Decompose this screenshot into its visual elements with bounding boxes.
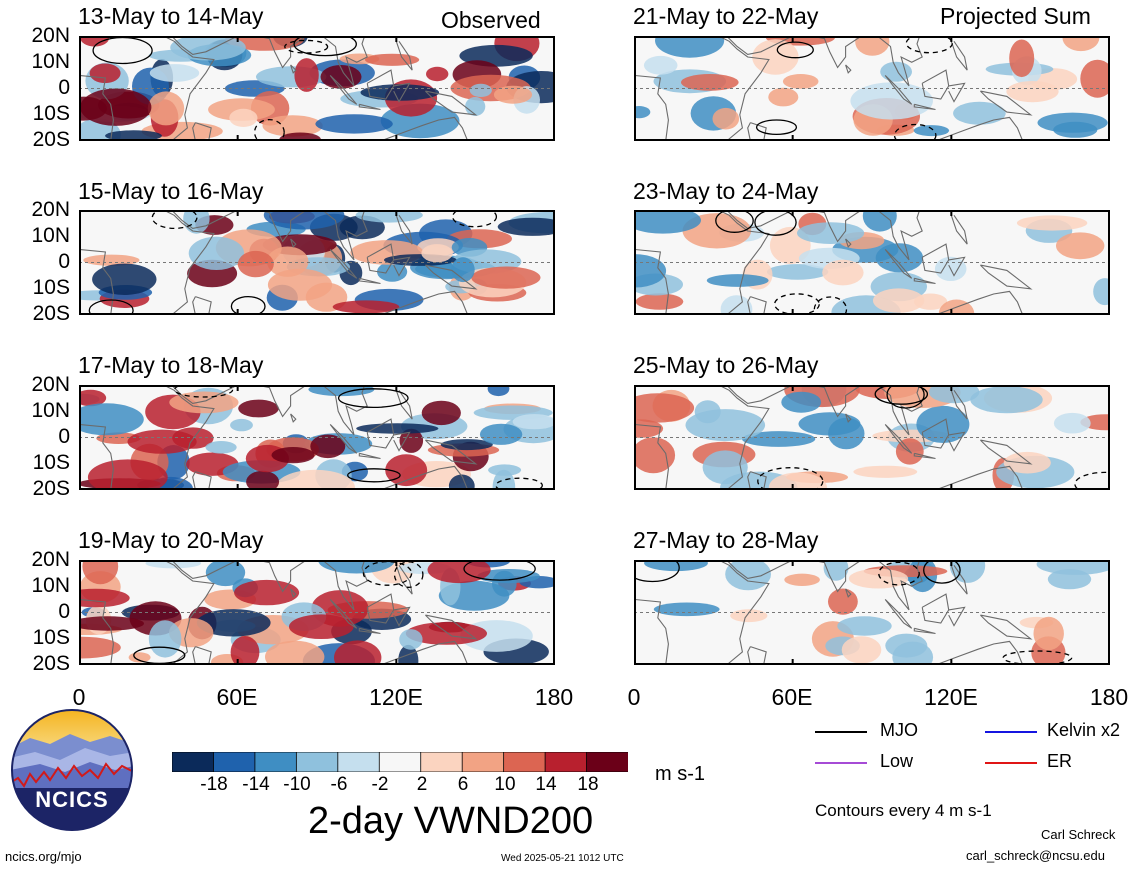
colorbar-segment: [254, 752, 298, 772]
colorbar-segment: [337, 752, 381, 772]
lat-label: 10S: [32, 102, 70, 125]
logo-text: NCICS: [35, 787, 109, 812]
colorbar-tick: 10: [494, 774, 516, 795]
legend-swatch-er: [985, 762, 1037, 764]
lat-label: 10S: [32, 276, 70, 299]
lat-label: 20S: [32, 477, 70, 500]
legend-swatch-low: [815, 762, 867, 764]
lon-label: 0: [627, 684, 641, 710]
lat-label: 20S: [32, 302, 70, 325]
lon-label: 120E: [369, 684, 423, 710]
panel-title-left-1: 15-May to 16-May: [78, 178, 264, 204]
lat-label: 10N: [31, 574, 70, 597]
lat-label: 20N: [31, 24, 70, 47]
contours-note: Contours every 4 m s-1: [815, 801, 992, 820]
panel-title-right-3: 27-May to 28-May: [633, 527, 819, 553]
lon-label: 180: [1089, 684, 1129, 710]
lon-label: 60E: [216, 684, 258, 710]
map-panel-right-1: [634, 210, 1110, 315]
colorbar-tick: 6: [457, 774, 469, 795]
map-panel-left-0: [79, 36, 555, 141]
map-panel-right-3: [634, 560, 1110, 665]
lon-label: 180: [534, 684, 574, 710]
source-url[interactable]: ncics.org/mjo: [5, 849, 82, 864]
ncics-logo: [11, 709, 133, 831]
legend-swatch-mjo: [815, 731, 867, 733]
colorbar-segment: [586, 752, 628, 772]
legend-label-er: ER: [1047, 751, 1073, 771]
legend-label-kelvin: Kelvin x2: [1047, 720, 1121, 740]
panel-title-left-2: 17-May to 18-May: [78, 352, 264, 378]
colorbar-tick: -10: [283, 774, 311, 795]
colorbar-segment: [544, 752, 588, 772]
colorbar-segment: [213, 752, 256, 772]
lat-label: 10N: [31, 224, 70, 247]
colorbar-tick: -14: [242, 774, 270, 795]
colorbar-tick: 18: [577, 774, 599, 795]
colorbar-tick: -18: [200, 774, 228, 795]
lon-label: 120E: [924, 684, 978, 710]
observed-label: Observed: [441, 7, 541, 33]
colorbar-segment: [172, 752, 215, 772]
colorbar-segment: [461, 752, 505, 772]
lat-label: 0: [58, 250, 70, 273]
legend-label-low: Low: [880, 751, 914, 771]
colorbar-tick: 14: [535, 774, 557, 795]
timestamp: Wed 2025-05-21 1012 UTC: [501, 853, 624, 864]
map-panel-right-0: [634, 36, 1110, 141]
panel-title-left-3: 19-May to 20-May: [78, 527, 264, 553]
colorbar-segment: [295, 752, 339, 772]
lon-label: 60E: [771, 684, 813, 710]
author-name: Carl Schreck: [1041, 827, 1116, 842]
lat-label: 10N: [31, 399, 70, 422]
panel-title-right-1: 23-May to 24-May: [633, 178, 819, 204]
colorbar-tick: -2: [371, 774, 389, 795]
map-panel-left-3: [79, 560, 555, 665]
legend-swatch-kelvin: [985, 731, 1037, 733]
colorbar-segment: [420, 752, 464, 772]
lat-label: 20N: [31, 373, 70, 396]
lat-label: 0: [58, 76, 70, 99]
panel-title-left-0: 13-May to 14-May: [78, 3, 264, 29]
colorbar-tick: -6: [330, 774, 348, 795]
lat-label: 0: [58, 600, 70, 623]
lat-label: 20S: [32, 652, 70, 675]
colorbar-segment: [503, 752, 546, 772]
legend-label-mjo: MJO: [880, 720, 918, 740]
lon-label: 0: [72, 684, 86, 710]
colorbar-tick: 2: [416, 774, 428, 795]
author-email: carl_schreck@ncsu.edu: [966, 848, 1105, 863]
lat-label: 10S: [32, 626, 70, 649]
map-panel-right-2: [634, 385, 1110, 490]
main-title: 2-day VWND200: [308, 800, 594, 842]
lat-label: 0: [58, 425, 70, 448]
colorbar-unit: m s-1: [655, 763, 705, 785]
map-panel-left-2: [79, 385, 555, 490]
lat-label: 20N: [31, 548, 70, 571]
lat-label: 10N: [31, 50, 70, 73]
lat-label: 10S: [32, 451, 70, 474]
lat-label: 20N: [31, 198, 70, 221]
projected-sum-label: Projected Sum: [940, 3, 1091, 29]
map-panel-left-1: [79, 210, 555, 315]
lat-label: 20S: [32, 128, 70, 151]
colorbar-segment: [378, 752, 422, 772]
colorbar: [172, 752, 628, 772]
panel-title-right-0: 21-May to 22-May: [633, 3, 819, 29]
panel-title-right-2: 25-May to 26-May: [633, 352, 819, 378]
